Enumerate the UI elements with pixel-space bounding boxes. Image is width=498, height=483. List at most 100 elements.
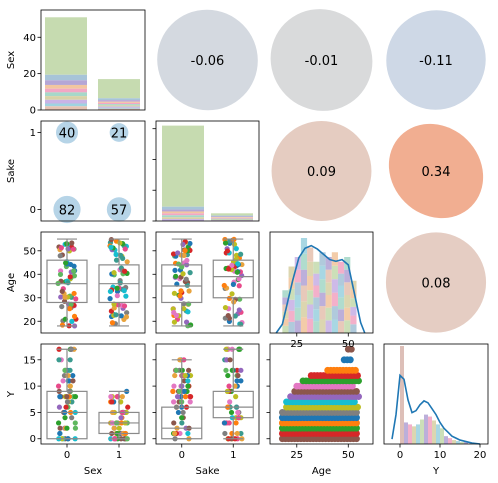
age-by-sex-point <box>107 296 113 302</box>
count-label: 21 <box>111 127 128 142</box>
panel-frames <box>37 9 489 448</box>
age-by-sake-point <box>183 276 189 282</box>
age-by-sex-point <box>113 257 120 263</box>
hist-bar-sake-segment <box>162 206 204 210</box>
age-hist-segment <box>344 282 351 295</box>
y-by-sex-point <box>64 399 71 405</box>
y-by-sex-point <box>116 425 122 431</box>
age-hist-segment <box>337 321 345 333</box>
tick-label-age-y: 20 <box>23 317 36 328</box>
hist-bar-sake-segment <box>211 215 253 217</box>
y-by-sex-point <box>69 415 75 421</box>
y-by-sake-point <box>233 420 239 426</box>
y-by-sake-point <box>185 378 191 384</box>
tick-label-y-x: 10 <box>434 450 447 461</box>
y-by-sake-point <box>223 367 229 373</box>
age-y-scatter-point <box>347 345 355 353</box>
correlation-label: 0.09 <box>307 165 336 180</box>
y-by-sex-point <box>109 399 115 405</box>
y-hist-bar <box>460 442 464 444</box>
correlation-ellipse <box>157 9 258 111</box>
y-hist-bar <box>416 424 420 444</box>
age-hist-segment <box>300 317 308 333</box>
tick-label-sake-y: 0 <box>30 205 36 216</box>
correlation-label: 0.34 <box>422 165 451 180</box>
age-by-sake-point <box>173 273 179 279</box>
age-by-sake-point <box>181 306 187 312</box>
y-by-sake-point <box>233 394 239 400</box>
age-hist-segment <box>307 276 314 291</box>
y-by-sex-point <box>57 430 63 437</box>
y-axis-label: Sake <box>6 159 17 183</box>
hist-bar-sake-segment <box>162 217 204 220</box>
age-hist-segment <box>319 279 326 293</box>
x-axis-label: Age <box>312 466 331 477</box>
y-by-sake-point <box>170 388 176 394</box>
tick-label-y-y: 5 <box>30 408 36 419</box>
y-by-sake-point <box>227 357 233 363</box>
age-hist-segment <box>282 297 289 305</box>
age-by-sex-point <box>67 306 73 312</box>
age-hist-segment <box>319 292 326 307</box>
panel-frame <box>40 231 146 334</box>
age-by-sex-point <box>59 288 65 294</box>
age-hist-segment <box>337 309 345 322</box>
age-hist-segment <box>313 285 320 298</box>
age-by-sake-point <box>232 313 238 319</box>
age-by-sake-point <box>178 288 184 294</box>
y-by-sake-point <box>226 383 232 389</box>
age-hist-segment <box>282 325 289 333</box>
panel-frame <box>269 231 374 334</box>
hist-bar-sake-segment <box>211 217 253 219</box>
count-label: 40 <box>59 127 76 142</box>
age-hist-segment <box>307 304 314 319</box>
y-by-sake-point <box>185 383 191 389</box>
y-by-sex-point <box>55 420 62 426</box>
age-by-sake-point <box>233 246 239 252</box>
age-hist-segment <box>313 309 320 322</box>
y-by-sake-point <box>173 367 179 373</box>
age-by-sake-point <box>225 312 231 319</box>
correlation-ellipse <box>385 232 487 333</box>
age-hist-segment <box>319 306 326 320</box>
hist-bar-sex-segment <box>98 102 140 105</box>
age-by-sex-point <box>120 255 126 261</box>
age-by-sake-point <box>234 269 240 275</box>
y-by-sex-point <box>69 399 75 405</box>
y-by-sake-point <box>179 415 185 421</box>
count-circle <box>55 121 79 144</box>
hist-bar-sex-segment <box>98 98 140 101</box>
y-by-sex-point <box>70 378 76 384</box>
age-hist-segment <box>307 290 314 305</box>
y-by-sake-point <box>222 430 228 437</box>
age-hist-segment <box>331 319 338 333</box>
y-by-sex-point <box>60 378 66 384</box>
y-kde-line <box>391 373 481 445</box>
age-by-sex-point <box>71 313 78 319</box>
age-hist-segment <box>325 269 332 283</box>
y-by-sex-point <box>111 425 117 431</box>
age-by-sake-point <box>181 252 187 258</box>
hist-bar-sex-segment <box>45 96 87 100</box>
age-hist-segment <box>313 321 320 333</box>
y-by-sake-point <box>235 372 241 379</box>
hist-bar-sex-segment <box>98 105 140 107</box>
age-by-sake-point <box>184 257 190 264</box>
age-by-sex-point <box>111 305 117 311</box>
age-by-sex-point <box>118 313 124 319</box>
age-by-sake-point <box>226 266 232 272</box>
age-by-sex-point <box>123 293 129 299</box>
hist-bar-sex-segment <box>45 92 87 97</box>
age-hist-segment <box>300 238 308 254</box>
y-by-sake-point <box>176 388 183 394</box>
age-hist-segment <box>337 273 345 286</box>
age-by-sex-point <box>114 293 120 299</box>
age-by-sex-point <box>69 240 75 246</box>
age-hist-segment <box>337 261 345 274</box>
age-hist-segment <box>319 252 326 266</box>
age-by-sex-point <box>117 240 123 246</box>
y-hist-bar <box>428 416 432 444</box>
age-by-sake-point <box>188 322 194 328</box>
tick-label-age-y: 30 <box>23 293 36 304</box>
y-hist-bar <box>440 428 444 444</box>
